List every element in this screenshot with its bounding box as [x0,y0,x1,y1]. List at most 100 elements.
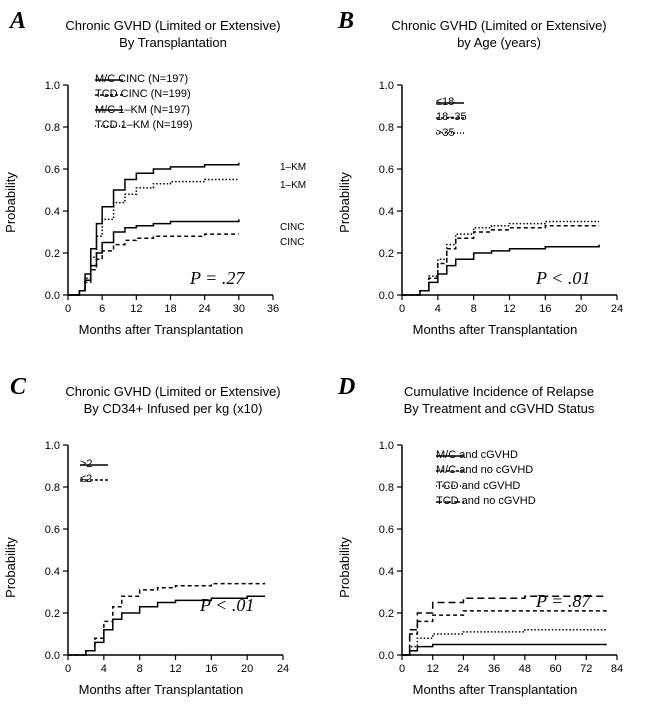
panel-b-chart: 0.00.20.40.60.81.004812162024 [370,70,650,320]
svg-text:0.0: 0.0 [379,650,394,662]
svg-text:72: 72 [580,663,592,675]
svg-text:1.0: 1.0 [379,440,394,452]
panel-a-xlabel: Months after Transplantation [36,322,286,337]
legend-item: M/C 1–KM (N=197) [95,103,193,118]
svg-text:0.8: 0.8 [45,122,60,134]
svg-text:0: 0 [65,303,71,315]
svg-text:24: 24 [199,303,211,315]
svg-text:84: 84 [611,663,623,675]
svg-text:0: 0 [65,663,71,675]
curve-label-1km-1: 1–KM [280,162,306,173]
panel-d-pval: P = .87 [536,591,590,612]
svg-text:0.0: 0.0 [45,290,60,302]
svg-text:1.0: 1.0 [45,440,60,452]
svg-text:12: 12 [130,303,142,315]
svg-text:1.0: 1.0 [379,80,394,92]
svg-text:6: 6 [99,303,105,315]
panel-d-legend: M/C and cGVHD M/C and no cGVHD TCD and c… [436,448,536,510]
svg-text:16: 16 [539,303,551,315]
panel-b-label: B [338,8,354,35]
legend-item: TCD 1–KM (N=199) [95,118,193,133]
panel-c-label: C [10,374,26,401]
legend-item: TCD and no cGVHD [436,494,536,509]
panel-a-title-1: Chronic GVHD (Limited or Extensive) [28,18,318,35]
svg-text:0.4: 0.4 [45,206,60,218]
panel-a-title-2: By Transplantation [28,35,318,52]
svg-text:60: 60 [549,663,561,675]
panel-a-ylabel: Probability [3,172,18,233]
panel-d-ylabel: Probability [337,537,352,598]
panel-b-title-1: Chronic GVHD (Limited or Extensive) [354,18,644,35]
panel-b-legend: ≤18 18–35 >35 [436,95,467,141]
svg-text:36: 36 [267,303,279,315]
svg-text:0.6: 0.6 [379,164,394,176]
legend-item: TCD CINC (N=199) [95,87,193,102]
panel-c-xlabel: Months after Transplantation [36,682,286,697]
svg-text:24: 24 [277,663,289,675]
curve-label-cinc-1: CINC [280,222,304,233]
svg-text:8: 8 [471,303,477,315]
svg-text:0.4: 0.4 [379,206,394,218]
svg-text:0.2: 0.2 [379,248,394,260]
legend-item: TCD and cGVHD [436,479,536,494]
legend-item: M/C and cGVHD [436,448,536,463]
svg-text:20: 20 [241,663,253,675]
svg-text:0.8: 0.8 [379,122,394,134]
svg-text:0.4: 0.4 [45,566,60,578]
svg-text:24: 24 [457,663,469,675]
panel-b-pval: P < .01 [536,268,590,289]
svg-text:0.2: 0.2 [45,248,60,260]
svg-text:48: 48 [519,663,531,675]
panel-c: C Chronic GVHD (Limited or Extensive) By… [0,370,326,719]
svg-text:0.8: 0.8 [45,482,60,494]
panel-d-label: D [338,374,355,401]
panel-a-pval: P = .27 [190,268,244,289]
legend-item: M/C CINC (N=197) [95,72,193,87]
svg-text:0.2: 0.2 [45,608,60,620]
svg-text:0.6: 0.6 [45,524,60,536]
panel-b-ylabel: Probability [337,172,352,233]
svg-text:0.0: 0.0 [45,650,60,662]
panel-b-xlabel: Months after Transplantation [370,322,620,337]
svg-text:0.6: 0.6 [379,524,394,536]
svg-text:18: 18 [164,303,176,315]
panel-c-legend: >2 ≤2 [80,457,93,488]
panel-d-title: Cumulative Incidence of Relapse By Treat… [354,384,644,418]
legend-item: M/C and no cGVHD [436,463,536,478]
panel-c-title-2: By CD34+ Infused per kg (x10) [28,401,318,418]
svg-text:16: 16 [205,663,217,675]
panel-a-title: Chronic GVHD (Limited or Extensive) By T… [28,18,318,52]
curve-label-1km-2: 1–KM [280,180,306,191]
panel-c-title-1: Chronic GVHD (Limited or Extensive) [28,384,318,401]
panel-a-legend: M/C CINC (N=197) TCD CINC (N=199) M/C 1–… [95,72,193,134]
svg-text:8: 8 [137,663,143,675]
svg-text:0.8: 0.8 [379,482,394,494]
svg-text:0: 0 [399,303,405,315]
panel-c-ylabel: Probability [3,537,18,598]
panel-a-label: A [10,8,26,35]
svg-text:0.6: 0.6 [45,164,60,176]
panel-d: D Cumulative Incidence of Relapse By Tre… [336,370,652,719]
panel-a: A Chronic GVHD (Limited or Extensive) By… [0,0,326,360]
panel-c-pval: P < .01 [200,595,254,616]
legend-item: 18–35 [436,110,467,125]
panel-d-title-1: Cumulative Incidence of Relapse [354,384,644,401]
svg-text:12: 12 [427,663,439,675]
svg-text:12: 12 [503,303,515,315]
svg-text:0.2: 0.2 [379,608,394,620]
panel-b: B Chronic GVHD (Limited or Extensive) by… [336,0,652,360]
curve-label-cinc-2: CINC [280,237,304,248]
svg-text:36: 36 [488,663,500,675]
panel-d-title-2: By Treatment and cGVHD Status [354,401,644,418]
svg-text:0: 0 [399,663,405,675]
legend-item: >35 [436,126,467,141]
panel-d-xlabel: Months after Transplantation [370,682,620,697]
panel-b-title: Chronic GVHD (Limited or Extensive) by A… [354,18,644,52]
svg-text:1.0: 1.0 [45,80,60,92]
svg-text:0.0: 0.0 [379,290,394,302]
svg-text:4: 4 [101,663,107,675]
legend-item: >2 [80,457,93,472]
legend-item: ≤2 [80,472,93,487]
svg-text:24: 24 [611,303,623,315]
svg-text:0.4: 0.4 [379,566,394,578]
